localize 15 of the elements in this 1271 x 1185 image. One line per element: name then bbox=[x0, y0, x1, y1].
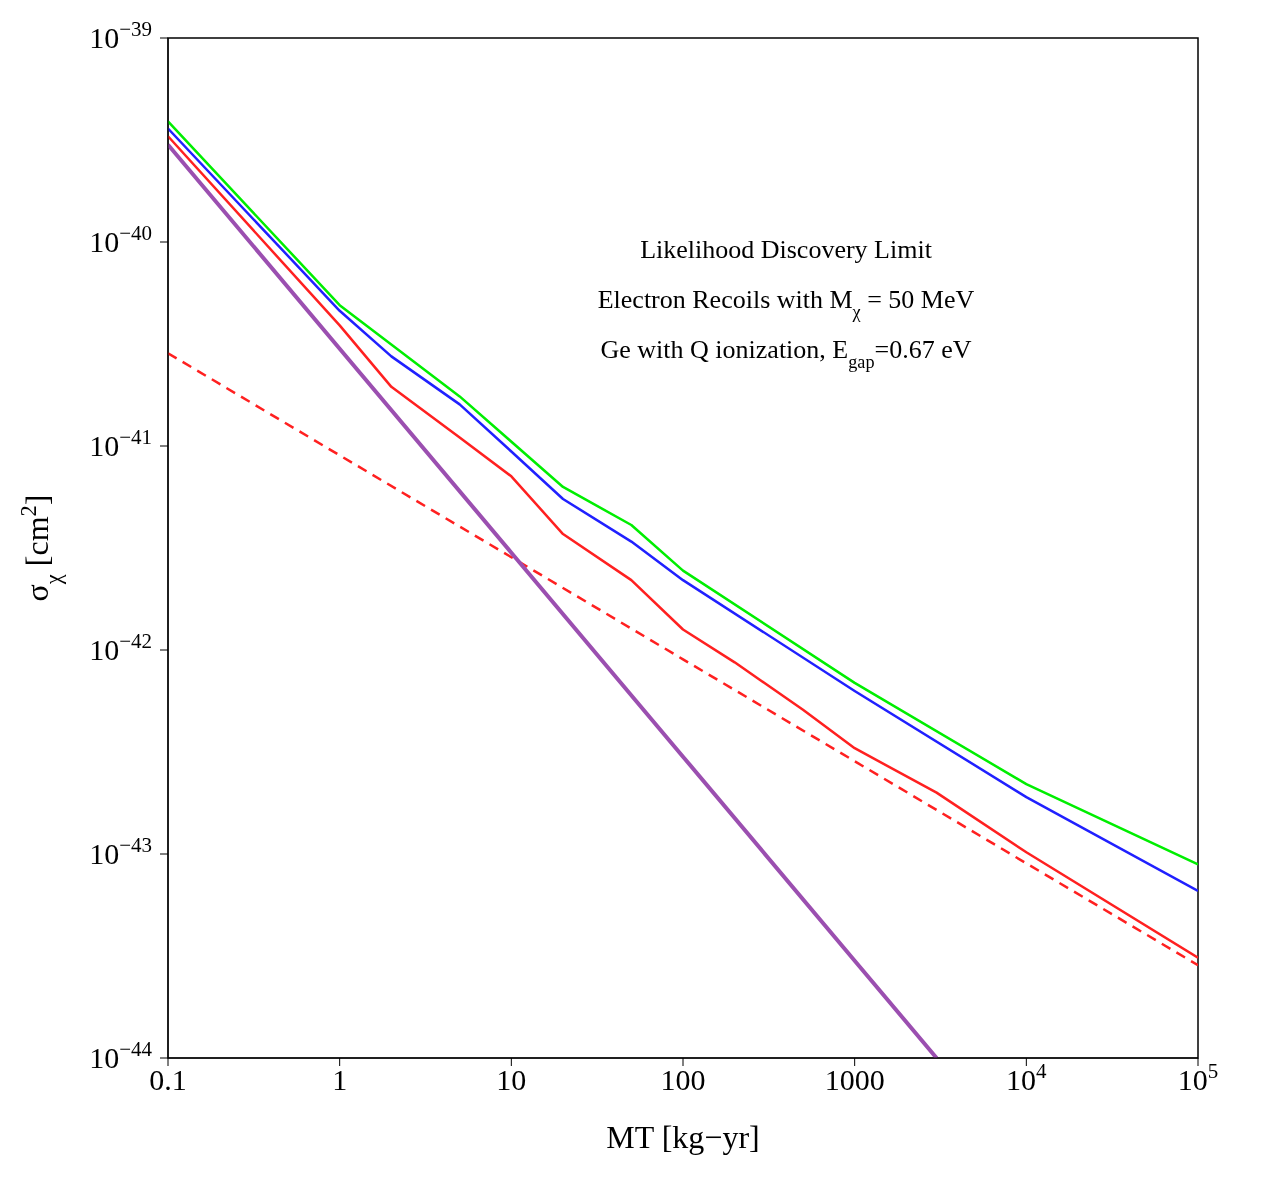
annotation: Likelihood Discovery Limit bbox=[640, 235, 933, 264]
x-tick-label: 1 bbox=[332, 1063, 348, 1096]
x-tick-label: 10$^{5}$ bbox=[1177, 1059, 1219, 1096]
y-tick-label: 10$^{−40}$ bbox=[89, 221, 152, 258]
y-tick-label: 10$^{−39}$ bbox=[89, 17, 152, 54]
x-axis-title: MT [kg−yr] bbox=[606, 1119, 760, 1155]
x-tick-label: 100 bbox=[660, 1063, 706, 1096]
annotation: Ge with Q ionization, E$_{gap}$=0.67 eV bbox=[600, 335, 972, 372]
annotation: Electron Recoils with M$_{χ}$ = 50 MeV bbox=[597, 285, 975, 322]
x-tick-label: 10 bbox=[496, 1063, 527, 1096]
x-tick-label: 1000 bbox=[824, 1063, 885, 1096]
y-tick-label: 10$^{−41}$ bbox=[89, 425, 152, 462]
y-tick-label: 10$^{−43}$ bbox=[89, 833, 152, 870]
x-tick-label: 10$^{4}$ bbox=[1006, 1059, 1048, 1096]
y-tick-label: 10$^{−42}$ bbox=[89, 629, 152, 666]
